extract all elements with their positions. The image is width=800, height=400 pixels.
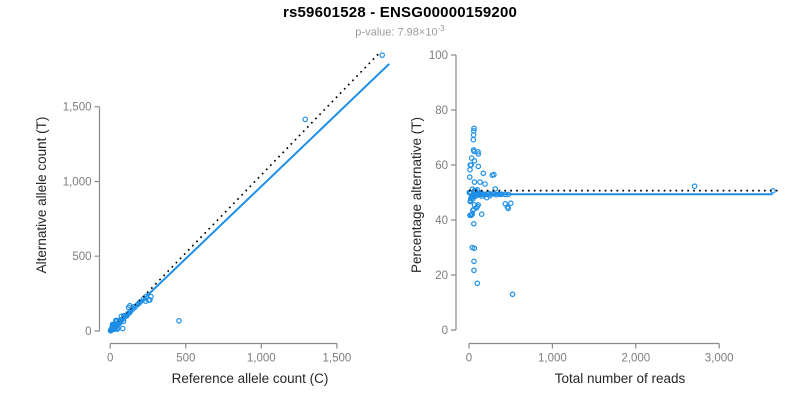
- y-tick-label: 100: [429, 50, 448, 62]
- y-tick-label: 500: [72, 251, 91, 263]
- data-point: [470, 136, 477, 143]
- y-tick-label: 0: [85, 326, 91, 338]
- y-axis-title: Alternative allele count (T): [34, 117, 49, 274]
- x-axis-title: Reference allele count (C): [172, 371, 329, 386]
- data-point: [147, 297, 153, 303]
- data-point: [137, 298, 144, 305]
- x-tick-label: 1,500: [323, 353, 352, 365]
- x-tick-label: 0: [466, 353, 472, 365]
- fit-line: [109, 63, 390, 332]
- x-tick-label: 1,000: [247, 353, 276, 365]
- data-point: [471, 158, 478, 164]
- y-tick-label: 1,000: [63, 176, 92, 188]
- data-point: [466, 174, 473, 180]
- data-point: [469, 207, 476, 214]
- data-point: [480, 170, 487, 177]
- data-points: [466, 125, 776, 298]
- data-point: [507, 200, 514, 207]
- data-point: [477, 179, 483, 185]
- data-point: [471, 258, 477, 265]
- y-tick-label: 20: [435, 270, 448, 282]
- data-point: [379, 52, 386, 58]
- data-point: [475, 163, 482, 170]
- data-points: [107, 52, 386, 334]
- y-axis: [94, 106, 101, 332]
- data-point: [475, 202, 482, 208]
- data-point: [478, 211, 485, 218]
- data-point: [471, 245, 478, 252]
- data-point: [470, 128, 477, 134]
- y-axis-title: Percentage alternative (T): [409, 117, 424, 273]
- data-point: [119, 325, 126, 332]
- data-point: [475, 149, 481, 155]
- x-axis: [109, 342, 338, 349]
- pvalue-subtitle: p-value: 7.98×10-3: [0, 24, 800, 39]
- y-tick-label: 0: [442, 325, 448, 337]
- data-point: [471, 267, 477, 274]
- x-tick-label: 2,000: [621, 353, 650, 365]
- y-tick-label: 1,500: [63, 102, 92, 114]
- data-point: [505, 205, 512, 212]
- data-point: [509, 291, 516, 298]
- data-point: [302, 116, 309, 123]
- chart-title: rs59601528 - ENSG00000159200: [282, 4, 518, 21]
- data-point: [471, 125, 477, 132]
- percentage-vs-reads-scatter: 0 20 40 60 80 100 0 1,000 2,000 3,000 Total number…: [409, 50, 779, 386]
- data-point: [491, 171, 497, 178]
- allele-counts-scatter: 0 500 1,000 1,500 0 500 1,000 1,500 Reference al…: [34, 50, 390, 386]
- x-axis-title: Total number of reads: [555, 371, 686, 386]
- identity-reference-line: [109, 50, 382, 332]
- data-point: [468, 162, 474, 168]
- data-point: [470, 221, 477, 227]
- x-tick-label: 500: [176, 353, 195, 365]
- data-point: [492, 186, 499, 192]
- data-point: [471, 179, 478, 185]
- y-tick-label: 60: [435, 160, 448, 172]
- x-axis: [468, 342, 720, 349]
- pvalue-text: p-value: 7.98×10: [355, 26, 438, 39]
- y-tick-label: 40: [435, 215, 448, 227]
- pvalue-exponent: -3: [437, 24, 445, 33]
- data-point: [475, 151, 482, 157]
- y-axis: [451, 54, 457, 331]
- x-tick-label: 0: [107, 353, 113, 365]
- y-tick-label: 80: [435, 105, 448, 117]
- data-point: [467, 166, 473, 173]
- data-point: [474, 280, 481, 287]
- x-tick-label: 1,000: [538, 353, 567, 365]
- data-point: [482, 181, 488, 187]
- data-point: [148, 293, 154, 300]
- data-point: [176, 317, 182, 324]
- x-tick-label: 3,000: [705, 353, 734, 365]
- data-point: [691, 183, 698, 190]
